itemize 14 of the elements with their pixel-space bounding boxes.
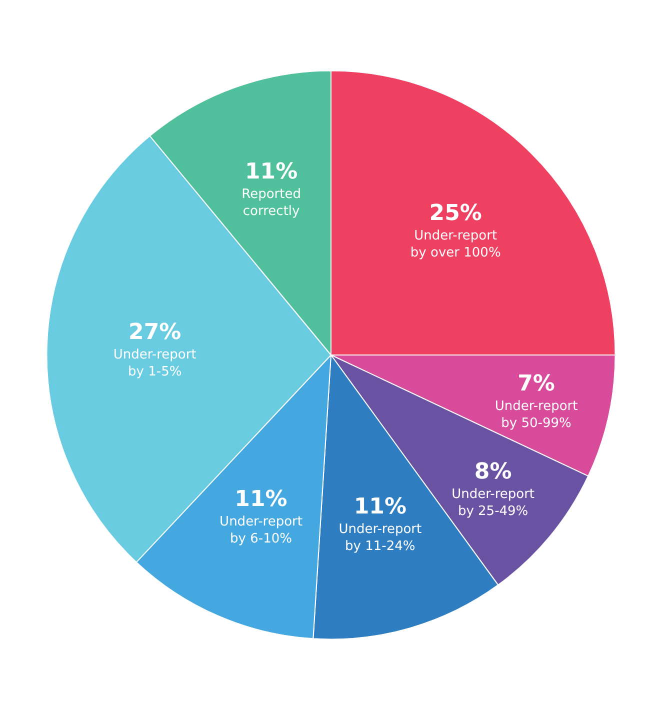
slice-label: Under-report by over 100% [410,228,501,260]
slice-label: Under-report by 11-24% [338,522,422,554]
data-label: 7% [518,371,555,396]
slice-label: Under-report by 6-10% [220,514,302,547]
data-label: 11% [354,494,406,520]
data-label: 11% [244,160,298,185]
data-label: 25% [429,200,482,226]
data-label: 27% [128,320,182,345]
data-label: 11% [234,487,288,512]
slice-label: Under-report by 25-49% [452,487,535,520]
slice-label: Under-report by 50-99% [494,398,578,431]
slice-label: Reported correctly [242,187,301,220]
data-label: 8% [474,460,512,485]
slice-label: Under-report by 1-5% [113,347,196,380]
